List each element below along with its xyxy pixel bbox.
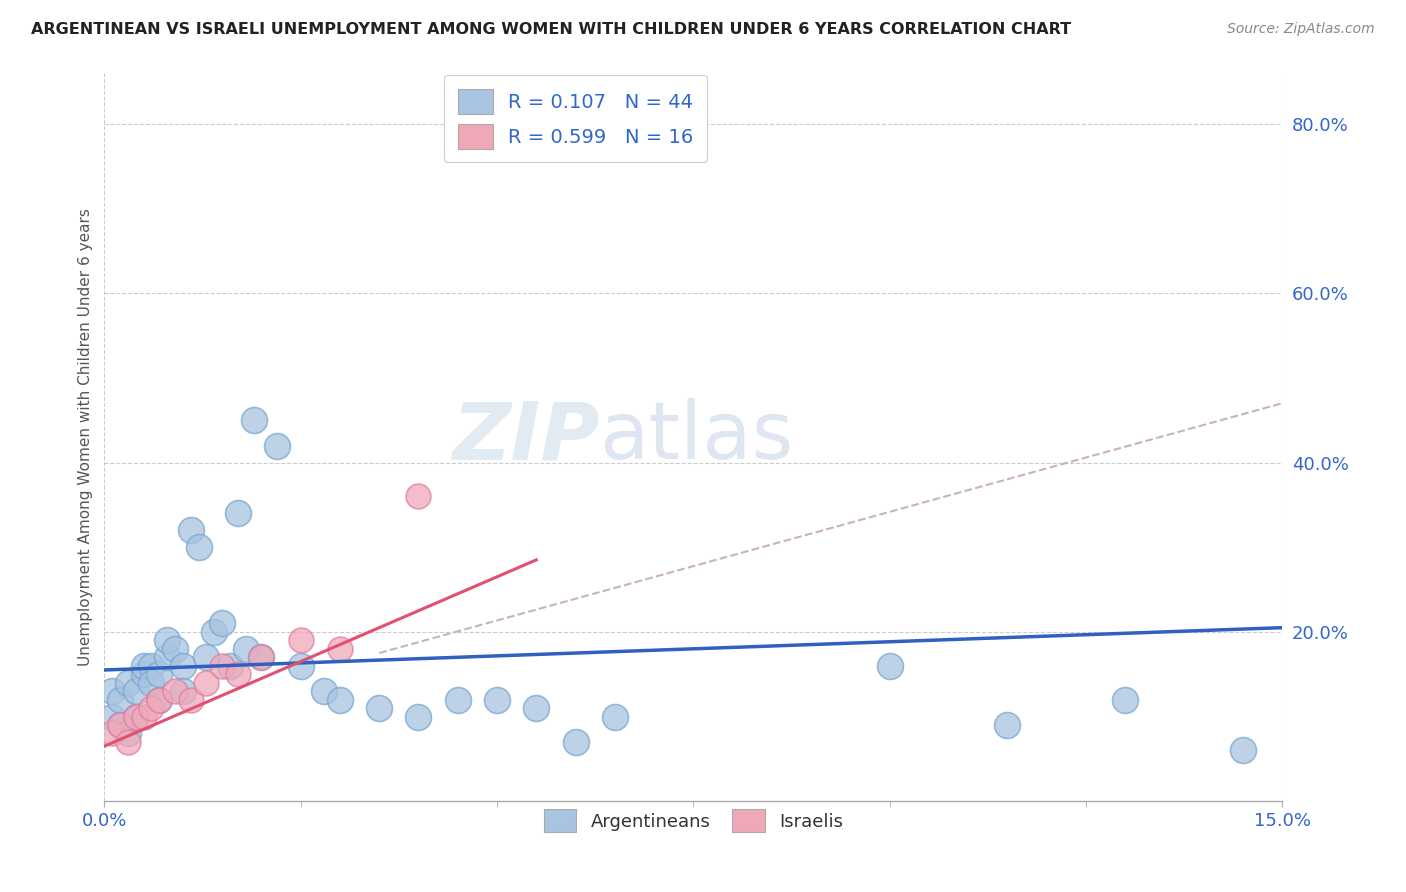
Point [141, 675, 163, 690]
Point [132, 667, 155, 681]
Point [879, 658, 901, 673]
Point [156, 633, 179, 648]
Point [564, 735, 586, 749]
Point [329, 641, 352, 656]
Point [117, 726, 139, 740]
Point [211, 616, 233, 631]
Point [148, 667, 170, 681]
Point [101, 709, 124, 723]
Point [250, 650, 273, 665]
Point [148, 692, 170, 706]
Text: ARGENTINEAN VS ISRAELI UNEMPLOYMENT AMONG WOMEN WITH CHILDREN UNDER 6 YEARS CORR: ARGENTINEAN VS ISRAELI UNEMPLOYMENT AMON… [31, 22, 1071, 37]
Point [172, 684, 194, 698]
Point [368, 701, 391, 715]
Point [408, 489, 430, 503]
Point [250, 650, 273, 665]
Point [125, 709, 148, 723]
Point [132, 658, 155, 673]
Point [329, 692, 352, 706]
Point [485, 692, 508, 706]
Point [180, 692, 202, 706]
Point [165, 641, 187, 656]
Point [172, 658, 194, 673]
Point [108, 692, 131, 706]
Point [1114, 692, 1136, 706]
Point [180, 523, 202, 537]
Point [1232, 743, 1254, 757]
Point [226, 506, 249, 520]
Point [195, 675, 218, 690]
Point [156, 650, 179, 665]
Point [290, 658, 312, 673]
Point [108, 718, 131, 732]
Point [117, 735, 139, 749]
Point [101, 684, 124, 698]
Point [202, 624, 225, 639]
Point [995, 718, 1018, 732]
Point [211, 658, 233, 673]
Text: atlas: atlas [599, 398, 793, 476]
Point [235, 641, 257, 656]
Point [603, 709, 626, 723]
Point [125, 709, 148, 723]
Point [187, 540, 209, 554]
Legend: Argentineans, Israelis: Argentineans, Israelis [536, 802, 851, 839]
Point [219, 658, 242, 673]
Point [226, 667, 249, 681]
Point [101, 726, 124, 740]
Point [447, 692, 470, 706]
Point [165, 684, 187, 698]
Point [195, 650, 218, 665]
Point [117, 675, 139, 690]
Point [408, 709, 430, 723]
Point [148, 692, 170, 706]
Point [125, 684, 148, 698]
Point [290, 633, 312, 648]
Point [108, 718, 131, 732]
Point [132, 709, 155, 723]
Point [524, 701, 547, 715]
Point [141, 658, 163, 673]
Text: ZIP: ZIP [451, 398, 599, 476]
Y-axis label: Unemployment Among Women with Children Under 6 years: Unemployment Among Women with Children U… [79, 208, 93, 666]
Text: Source: ZipAtlas.com: Source: ZipAtlas.com [1227, 22, 1375, 37]
Point [314, 684, 336, 698]
Point [141, 701, 163, 715]
Point [266, 439, 288, 453]
Point [242, 413, 264, 427]
